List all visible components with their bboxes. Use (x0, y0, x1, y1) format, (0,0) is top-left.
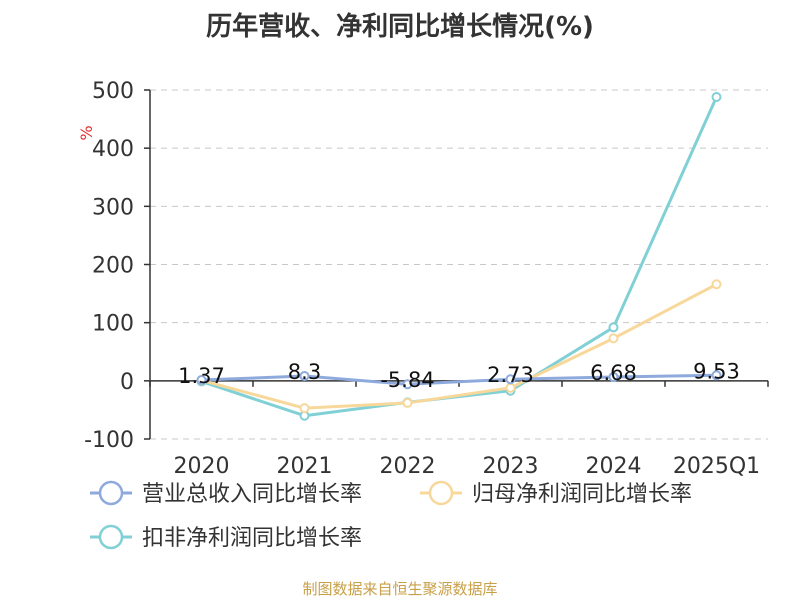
data-point (299, 371, 310, 382)
data-point (402, 397, 413, 408)
y-tick-label: -100 (84, 428, 134, 453)
data-label: 2.73 (487, 363, 534, 387)
data-point (299, 403, 310, 414)
source-note: 制图数据来自恒生聚源数据库 (302, 580, 498, 598)
legend-marker (428, 480, 454, 506)
legend-entry: 归母净利润同比增长率 (472, 482, 692, 507)
data-point (608, 371, 619, 382)
grid-lines (150, 89, 768, 440)
x-tick-label: 2020 (174, 454, 230, 479)
legend-entry: 扣非净利润同比增长率 (142, 526, 362, 551)
data-label: 6.68 (590, 361, 637, 385)
legend-marker (98, 524, 124, 550)
series-lines (196, 91, 722, 421)
series-line (201, 373, 717, 386)
y-tick-label: 400 (92, 137, 134, 162)
data-point (711, 91, 722, 102)
axes: 500 400 300 200 100 0 -100% 2020 2021 2022 2023 202… (77, 79, 769, 479)
y-axis-label: % (77, 125, 96, 140)
x-tick-label: 2022 (380, 454, 436, 479)
data-point (196, 375, 207, 386)
data-label: -5.84 (380, 368, 434, 392)
data-label: 1.37 (178, 364, 225, 388)
y-tick-label: 200 (92, 254, 134, 279)
y-tick-label: 300 (92, 195, 134, 220)
y-tick-label: 500 (92, 79, 134, 104)
chart-title: 历年营收、净利同比增长情况(%) (206, 12, 594, 42)
data-point (608, 333, 619, 344)
data-label: 9.53 (693, 359, 740, 383)
data-point (505, 374, 516, 385)
data-point (711, 279, 722, 290)
data-point (402, 379, 413, 390)
data-label: 8.3 (288, 360, 321, 384)
x-tick-label: 2024 (586, 454, 642, 479)
series-line (201, 282, 718, 410)
y-tick-label: 100 (92, 312, 134, 337)
x-tick-label: 2025Q1 (673, 454, 760, 479)
legend-marker (98, 480, 124, 506)
x-tick-label: 2021 (277, 454, 333, 479)
x-tick-label: 2023 (483, 454, 539, 479)
legend-entry: 营业总收入同比增长率 (142, 482, 362, 507)
series-line (201, 96, 718, 418)
y-tick-label: 0 (120, 370, 134, 395)
data-labels: 1.37 8.3 -5.84 2.73 6.68 9.53 (178, 359, 740, 392)
data-point (711, 370, 722, 381)
data-point (608, 322, 619, 333)
